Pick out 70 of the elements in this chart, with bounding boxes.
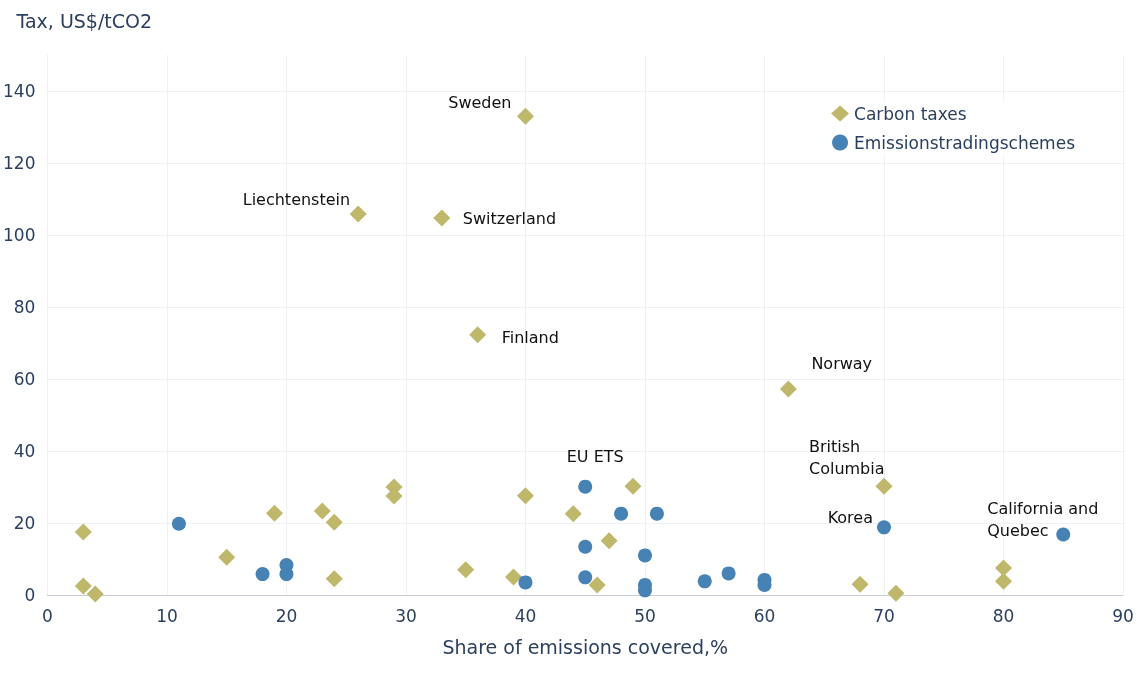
- point: [779, 380, 797, 398]
- annotation: British Columbia: [808, 436, 885, 478]
- point: [614, 506, 629, 521]
- x-tick-label: 10: [156, 605, 178, 626]
- point: [877, 520, 891, 535]
- point: [518, 575, 533, 590]
- point: [588, 576, 606, 594]
- y-tick-label: 100: [2, 225, 36, 245]
- legend-label: Carbon taxes: [854, 103, 967, 124]
- annotation: EU ETS: [566, 447, 624, 467]
- point: [887, 584, 905, 602]
- point: [171, 516, 186, 531]
- y-tick-label: 20: [13, 513, 36, 533]
- y-tick-label: 80: [13, 297, 36, 317]
- point: [649, 506, 664, 521]
- point: [697, 574, 712, 589]
- point: [218, 548, 236, 566]
- point: [255, 567, 270, 582]
- point: [313, 502, 331, 520]
- point: [325, 570, 343, 588]
- y-tick-label: 40: [13, 441, 36, 461]
- x-tick-label: 70: [873, 605, 895, 626]
- point: [578, 479, 593, 494]
- point: [433, 209, 451, 227]
- x-tick-label: 20: [275, 605, 298, 626]
- legend-label: Emissionstradingschemes: [854, 132, 1076, 153]
- x-tick-label: 30: [395, 605, 417, 626]
- x-tick-label: 50: [634, 605, 656, 626]
- annotation: Finland: [501, 328, 559, 348]
- annotation: Sweden: [448, 92, 512, 112]
- y-axis-title: Tax, US$/tCO2: [15, 9, 153, 32]
- point: [516, 487, 534, 505]
- y-tick-label: 60: [13, 369, 36, 389]
- x-tick-label: 40: [514, 605, 537, 626]
- point: [1056, 527, 1071, 542]
- point: [279, 567, 294, 582]
- point: [349, 205, 367, 223]
- point: [875, 477, 893, 495]
- point: [637, 548, 652, 563]
- point: [86, 585, 104, 603]
- y-tick-label: 120: [2, 153, 36, 173]
- point: [266, 504, 284, 522]
- point: [578, 539, 593, 554]
- point: [851, 575, 869, 593]
- point: [994, 559, 1012, 577]
- annotation: Switzerland: [462, 208, 557, 228]
- annotation: Liechtenstein: [242, 189, 351, 209]
- annotation: California and Quebec: [987, 499, 1104, 541]
- y-tick-label: 140: [2, 81, 36, 101]
- point: [457, 561, 475, 579]
- point: [74, 577, 92, 595]
- x-tick-label: 80: [992, 605, 1015, 626]
- point: [721, 566, 736, 581]
- x-axis-title: Share of emissions covered,%: [442, 635, 729, 658]
- point: [578, 570, 593, 585]
- point: [325, 513, 343, 531]
- annotation: Korea: [827, 507, 873, 527]
- y-tick-label: 0: [24, 585, 36, 605]
- point: [469, 326, 487, 344]
- point: [994, 572, 1012, 590]
- x-tick-label: 0: [42, 605, 53, 626]
- point: [74, 523, 92, 541]
- point: [505, 568, 523, 586]
- point: [564, 505, 582, 523]
- point: [624, 477, 642, 495]
- x-tick-label: 60: [753, 605, 776, 626]
- annotation: Norway: [811, 353, 873, 373]
- point: [516, 107, 534, 125]
- x-tick-label: 90: [1112, 605, 1134, 626]
- point: [600, 532, 618, 550]
